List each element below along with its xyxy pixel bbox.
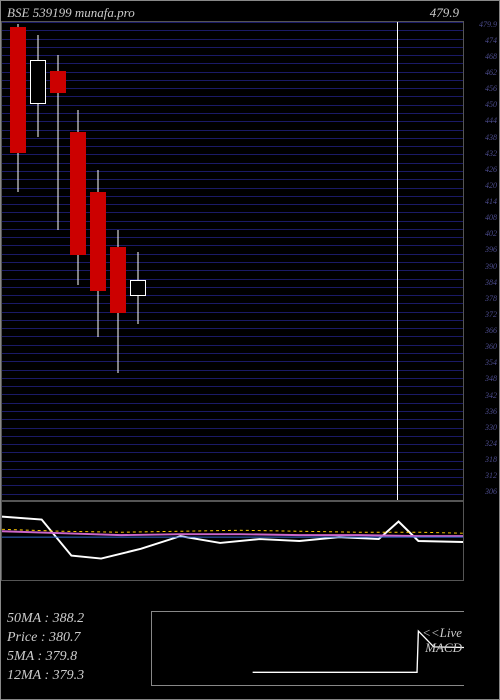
- ma5-value: 5MA : 379.8: [7, 648, 84, 667]
- macd-label-macd: MACD: [422, 640, 462, 656]
- macd-label: <<Live MACD: [422, 625, 462, 656]
- ticker-label: BSE 539199 munafa.pro: [7, 5, 135, 21]
- top-price-value: 479.9: [430, 5, 459, 21]
- macd-label-live: <<Live: [422, 625, 462, 641]
- macd-line-svg: [152, 612, 464, 685]
- ma12-value: 12MA : 379.3: [7, 667, 84, 686]
- bottom-info-panel: 50MA : 388.2 Price : 380.7 5MA : 379.8 1…: [1, 581, 464, 696]
- y-axis-labels: 479.947446846245645044443843242642041440…: [464, 21, 497, 501]
- price-info-box: 50MA : 388.2 Price : 380.7 5MA : 379.8 1…: [7, 610, 84, 686]
- stock-chart-container: BSE 539199 munafa.pro 479.9 479.94744684…: [0, 0, 500, 700]
- candles-layer: [2, 22, 463, 500]
- ma-lines-svg: [2, 502, 463, 580]
- moving-average-panel[interactable]: [1, 501, 464, 581]
- candlestick-chart[interactable]: [1, 21, 464, 501]
- current-time-marker: [397, 22, 398, 500]
- price-value: Price : 380.7: [7, 629, 84, 648]
- ma50-value: 50MA : 388.2: [7, 610, 84, 629]
- macd-box: [151, 611, 464, 686]
